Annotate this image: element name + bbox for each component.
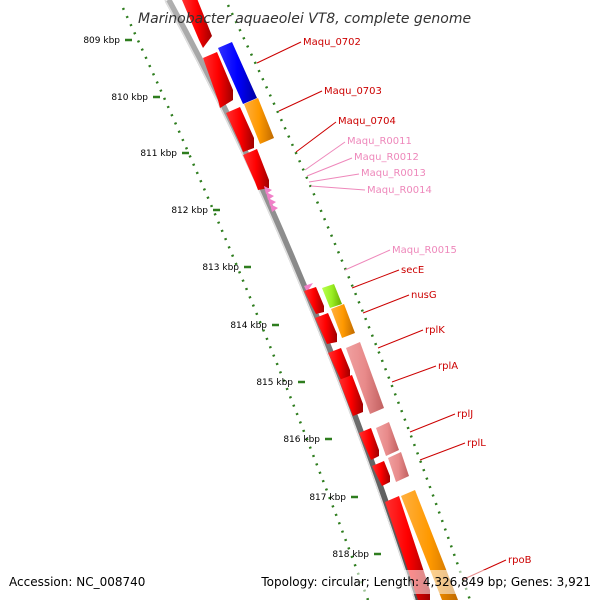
strand-one-genes [182,0,430,600]
leader-line [306,157,353,177]
gene-label: Maqu_R0013 [361,168,426,179]
kbp-tick-label: 816 kbp [283,435,320,445]
gene-label: rplK [425,325,445,336]
gene-label: secE [401,265,424,276]
pink-gene-block [388,452,409,482]
gene-label: Maqu_0702 [303,37,361,48]
map-title: Marinobacter aquaeolei VT8, complete gen… [138,11,471,27]
leader-line [377,329,424,349]
kbp-tick-label: 815 kbp [256,378,293,388]
orange-gene-block [331,304,355,338]
leader-line [391,365,437,383]
gene-block [304,287,324,314]
genome-summary-text: Topology: circular; Length: 4,326,849 bp… [260,575,591,589]
leader-line [308,173,360,183]
gene-label: Maqu_R0015 [392,245,457,256]
gene-block [359,428,379,460]
orange-gene-block [244,98,274,144]
gene-label: rplL [467,438,486,449]
gene-label: Maqu_0703 [324,86,382,97]
gene-label: Maqu_R0014 [367,185,432,196]
leader-line [310,185,366,191]
green-gene-block [322,284,342,308]
gene-block [372,461,390,486]
gene-label: rpoB [508,555,532,566]
footer-backdrop [0,570,600,594]
kbp-ticks: 809 kbp 810 kbp 811 kbp 812 kbp 813 kbp 814 k… [83,36,381,560]
gene-label: Maqu_R0012 [354,152,419,163]
accession-text: Accession: NC_008740 [9,575,145,589]
kbp-tick-label: 818 kbp [332,550,369,560]
kbp-tick-label: 813 kbp [202,263,239,273]
kbp-tick-label: 814 kbp [230,321,267,331]
gene-label: Maqu_R0011 [347,136,412,147]
gene-block [243,149,269,190]
label-leader-lines [256,41,507,581]
rna-chevron [304,283,313,292]
gene-block [203,52,233,108]
kbp-tick-label: 817 kbp [309,493,346,503]
rna-chevron [270,204,278,212]
pink-gene-block [346,342,384,414]
kbp-tick-label: 812 kbp [171,206,208,216]
blue-gene-block [218,42,257,104]
gene-block [315,313,337,344]
pink-gene-block [376,422,399,456]
leader-line [295,121,337,153]
gene-block [328,348,350,380]
leader-line [344,249,391,271]
gene-label: Maqu_0704 [338,116,396,127]
leader-line [351,269,400,289]
gene-block [182,0,212,48]
gene-label: nusG [411,290,437,301]
gene-label: rplA [438,361,458,372]
kbp-tick-label: 811 kbp [140,149,177,159]
leader-line [409,413,456,433]
leader-line [362,294,410,314]
leader-line [278,90,323,112]
gene-block [339,375,363,416]
gene-block [226,107,254,152]
backbone-highlight [164,0,416,600]
kbp-tick-label: 810 kbp [111,93,148,103]
gene-label: rplJ [457,409,473,420]
leader-line [304,141,346,171]
leader-line [419,442,466,461]
leader-line [256,41,302,64]
kbp-tick-label: 809 kbp [83,36,120,46]
gene-labels: Maqu_0702 Maqu_0703 Maqu_0704 Maqu_R0011… [303,37,532,566]
